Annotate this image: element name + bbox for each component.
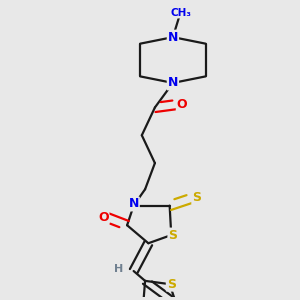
Text: S: S (192, 191, 201, 204)
Text: N: N (168, 76, 178, 89)
Text: O: O (98, 211, 109, 224)
Text: S: S (167, 278, 176, 291)
Text: S: S (168, 229, 177, 242)
Text: CH₃: CH₃ (171, 8, 192, 18)
Text: H: H (114, 264, 124, 274)
Text: N: N (168, 31, 178, 44)
Text: O: O (177, 98, 188, 111)
Text: N: N (128, 197, 139, 211)
